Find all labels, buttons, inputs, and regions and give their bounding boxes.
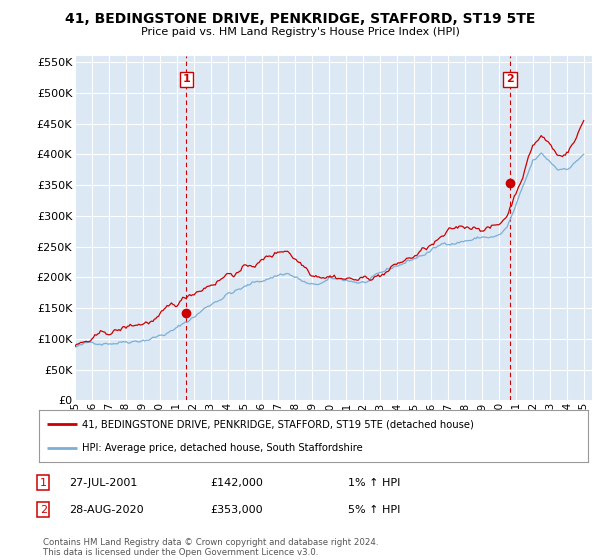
Text: 1: 1	[182, 74, 190, 85]
Text: 1% ↑ HPI: 1% ↑ HPI	[348, 478, 400, 488]
Text: 28-AUG-2020: 28-AUG-2020	[69, 505, 143, 515]
Text: £353,000: £353,000	[210, 505, 263, 515]
Text: Contains HM Land Registry data © Crown copyright and database right 2024.
This d: Contains HM Land Registry data © Crown c…	[43, 538, 379, 557]
Text: 1: 1	[40, 478, 47, 488]
Text: 2: 2	[506, 74, 514, 85]
Text: 41, BEDINGSTONE DRIVE, PENKRIDGE, STAFFORD, ST19 5TE (detached house): 41, BEDINGSTONE DRIVE, PENKRIDGE, STAFFO…	[82, 419, 473, 430]
Text: Price paid vs. HM Land Registry's House Price Index (HPI): Price paid vs. HM Land Registry's House …	[140, 27, 460, 37]
Text: 41, BEDINGSTONE DRIVE, PENKRIDGE, STAFFORD, ST19 5TE: 41, BEDINGSTONE DRIVE, PENKRIDGE, STAFFO…	[65, 12, 535, 26]
Text: 2: 2	[40, 505, 47, 515]
Text: £142,000: £142,000	[210, 478, 263, 488]
Text: HPI: Average price, detached house, South Staffordshire: HPI: Average price, detached house, Sout…	[82, 443, 362, 453]
Text: 5% ↑ HPI: 5% ↑ HPI	[348, 505, 400, 515]
Text: 27-JUL-2001: 27-JUL-2001	[69, 478, 137, 488]
